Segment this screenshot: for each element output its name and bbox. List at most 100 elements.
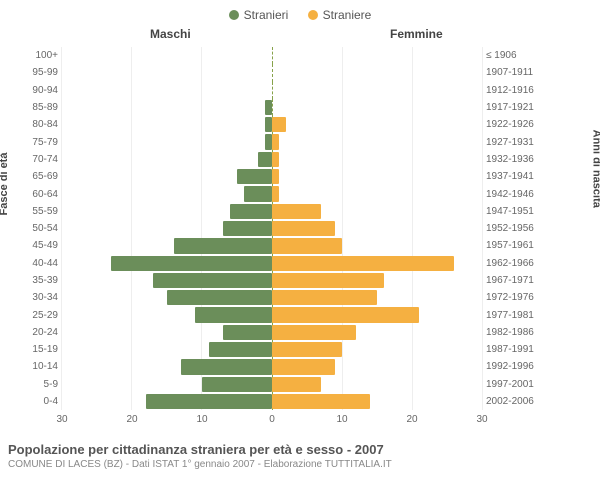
age-label: 75-79 xyxy=(0,137,62,148)
bar-area-female xyxy=(272,168,482,185)
bar-male xyxy=(265,117,272,132)
y-axis-left-title: Fasce di età xyxy=(0,152,10,215)
bar-male xyxy=(174,238,272,253)
bar-male xyxy=(111,256,272,271)
bar-male xyxy=(195,307,272,322)
bar-area-male xyxy=(62,272,272,289)
bar-area-male xyxy=(62,99,272,116)
birth-year-label: 1947-1951 xyxy=(482,206,544,217)
birth-year-label: 1942-1946 xyxy=(482,189,544,200)
birth-year-label: ≤ 1906 xyxy=(482,50,544,61)
legend-label-male: Stranieri xyxy=(244,8,289,22)
bar-area-female xyxy=(272,151,482,168)
chart-row: 100+ ≤ 1906 xyxy=(0,47,600,64)
bar-male xyxy=(223,221,272,236)
birth-year-label: 1967-1971 xyxy=(482,275,544,286)
bar-area-male xyxy=(62,220,272,237)
legend-swatch-female xyxy=(308,10,318,20)
footer-title: Popolazione per cittadinanza straniera p… xyxy=(8,442,592,457)
chart-row: 70-741932-1936 xyxy=(0,151,600,168)
x-tick: 30 xyxy=(476,414,487,425)
bar-male xyxy=(223,325,272,340)
age-label: 20-24 xyxy=(0,327,62,338)
birth-year-label: 1922-1926 xyxy=(482,119,544,130)
x-axis: 3020100 10 20 30 xyxy=(0,412,600,434)
bar-area-female xyxy=(272,237,482,254)
bar-area-male xyxy=(62,133,272,150)
x-tick: 10 xyxy=(336,414,347,425)
bar-area-female xyxy=(272,255,482,272)
x-axis-left: 3020100 xyxy=(62,412,272,434)
birth-year-label: 1972-1976 xyxy=(482,292,544,303)
legend-label-female: Straniere xyxy=(323,8,372,22)
bar-female xyxy=(272,152,279,167)
birth-year-label: 1962-1966 xyxy=(482,258,544,269)
chart-row: 35-391967-1971 xyxy=(0,272,600,289)
chart-row: 95-991907-1911 xyxy=(0,64,600,81)
bar-area-male xyxy=(62,237,272,254)
bar-area-female xyxy=(272,133,482,150)
birth-year-label: 1937-1941 xyxy=(482,171,544,182)
birth-year-label: 1917-1921 xyxy=(482,102,544,113)
bar-area-female xyxy=(272,47,482,64)
footer: Popolazione per cittadinanza straniera p… xyxy=(0,434,600,470)
bar-area-male xyxy=(62,151,272,168)
bar-area-male xyxy=(62,255,272,272)
legend-swatch-male xyxy=(229,10,239,20)
bar-male xyxy=(265,134,272,149)
bar-female xyxy=(272,342,342,357)
chart-row: 60-641942-1946 xyxy=(0,185,600,202)
bar-area-female xyxy=(272,99,482,116)
bar-area-female xyxy=(272,64,482,81)
bar-area-male xyxy=(62,358,272,375)
age-label: 50-54 xyxy=(0,223,62,234)
bar-area-male xyxy=(62,82,272,99)
header-male: Maschi xyxy=(150,27,191,41)
chart-row: 45-491957-1961 xyxy=(0,237,600,254)
age-label: 100+ xyxy=(0,50,62,61)
age-label: 5-9 xyxy=(0,379,62,390)
bar-female xyxy=(272,238,342,253)
bar-female xyxy=(272,377,321,392)
bar-area-male xyxy=(62,116,272,133)
bar-female xyxy=(272,221,335,236)
x-tick: 20 xyxy=(406,414,417,425)
y-axis-right-title: Anni di nascita xyxy=(590,129,600,207)
age-label: 80-84 xyxy=(0,119,62,130)
age-label: 40-44 xyxy=(0,258,62,269)
chart-row: 85-891917-1921 xyxy=(0,99,600,116)
bar-female xyxy=(272,169,279,184)
bar-area-male xyxy=(62,341,272,358)
chart-rows: 100+≤ 190695-991907-191190-941912-191685… xyxy=(0,47,600,410)
birth-year-label: 2002-2006 xyxy=(482,396,544,407)
birth-year-label: 1927-1931 xyxy=(482,137,544,148)
bar-area-female xyxy=(272,203,482,220)
bar-area-female xyxy=(272,324,482,341)
legend: Stranieri Straniere xyxy=(0,0,600,27)
chart-row: 15-19 1987-1991 xyxy=(0,341,600,358)
bar-area-female xyxy=(272,289,482,306)
bar-area-male xyxy=(62,324,272,341)
bar-female xyxy=(272,307,419,322)
birth-year-label: 1957-1961 xyxy=(482,240,544,251)
bar-area-male xyxy=(62,376,272,393)
bar-female xyxy=(272,186,279,201)
bar-area-female xyxy=(272,220,482,237)
bar-male xyxy=(244,186,272,201)
chart: Fasce di età Anni di nascita 100+ ≤ 1906 9… xyxy=(0,47,600,434)
age-label: 15-19 xyxy=(0,344,62,355)
x-tick: 20 xyxy=(126,414,137,425)
birth-year-label: 1932-1936 xyxy=(482,154,544,165)
bar-male xyxy=(153,273,272,288)
footer-subtitle: COMUNE DI LACES (BZ) - Dati ISTAT 1° gen… xyxy=(8,459,592,470)
bar-female xyxy=(272,204,321,219)
age-label: 0-4 xyxy=(0,396,62,407)
bar-female xyxy=(272,394,370,409)
x-tick: 30 xyxy=(56,414,67,425)
chart-row: 65-691937-1941 xyxy=(0,168,600,185)
bar-male xyxy=(167,290,272,305)
birth-year-label: 1987-1991 xyxy=(482,344,544,355)
chart-row: 25-291977-1981 xyxy=(0,306,600,323)
bar-area-female xyxy=(272,116,482,133)
chart-row: 75-79 1927-1931 xyxy=(0,133,600,150)
